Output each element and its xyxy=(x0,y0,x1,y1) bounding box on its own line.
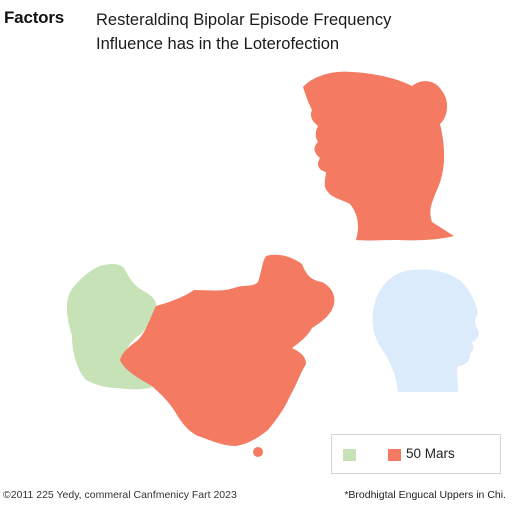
footer-note: *Brodhigtal Engucal Uppers in Chi. xyxy=(344,489,506,501)
green-region xyxy=(66,264,157,390)
legend-label: 50 Mars xyxy=(406,446,455,461)
blue-head-silhouette xyxy=(372,269,479,392)
red-head-silhouette xyxy=(303,71,454,241)
title-line-1: Resteraldinq Bipolar Episode Frequency xyxy=(96,11,392,29)
red-region xyxy=(120,254,335,446)
legend-swatch-red xyxy=(388,449,401,461)
legend-swatch-green xyxy=(343,449,356,461)
figure-title: Resteraldinq Bipolar Episode Frequency I… xyxy=(96,8,496,56)
legend: 50 Mars xyxy=(331,434,501,474)
factors-label: Factors xyxy=(4,8,65,27)
island-shape xyxy=(253,447,263,457)
title-line-2: Influence has in the Loterofection xyxy=(96,35,340,53)
footer-copyright: ©2011 225 Yedy, commeral Canfmenicy Fart… xyxy=(3,489,237,501)
